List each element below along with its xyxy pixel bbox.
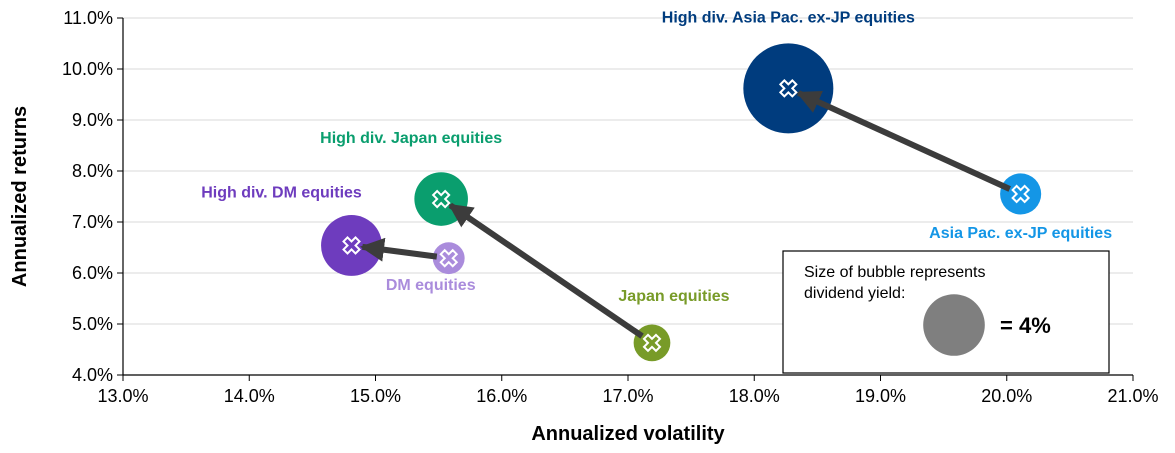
x-tick-label: 20.0% [981, 386, 1032, 406]
label-dm-equities: DM equities [386, 277, 476, 294]
x-tick-label: 15.0% [350, 386, 401, 406]
x-axis-title: Annualized volatility [531, 423, 725, 445]
legend-reference-bubble [923, 294, 985, 356]
marker-high-div-asia-pac-ex-jp-equities [778, 78, 798, 98]
x-tick-label: 14.0% [224, 386, 275, 406]
legend-text-line2: dividend yield: [804, 285, 905, 302]
y-tick-label: 8.0% [72, 161, 113, 181]
arrow-dm-equities [360, 237, 438, 262]
tick-labels: 4.0% 5.0% 6.0% 7.0% 8.0% 9.0% 10.0% 11.0% 13.0% 1… [62, 8, 1159, 406]
label-high-div-japan-equities: High div. Japan equities [320, 130, 502, 147]
gridlines [123, 17, 1133, 325]
label-asia-pac-ex-jp-equities: Asia Pac. ex-JP equities [929, 225, 1112, 242]
label-japan-equities: Japan equities [618, 288, 729, 305]
y-tick-label: 6.0% [72, 263, 113, 283]
arrows [360, 90, 1011, 339]
x-tick-label: 16.0% [476, 386, 527, 406]
x-tick-label: 19.0% [855, 386, 906, 406]
bubble-size-legend: Size of bubble represents dividend yield… [782, 250, 1110, 374]
point-markers [342, 78, 1031, 353]
label-high-div-dm-equities: High div. DM equities [201, 184, 362, 201]
arrow-japan-equities [448, 202, 644, 339]
arrow-asia-pac-ex-jp-equities [796, 90, 1011, 192]
x-tick-label: 13.0% [97, 386, 148, 406]
marker-high-div-japan-equities [431, 189, 451, 209]
y-tick-label: 10.0% [62, 59, 113, 79]
x-tick-label: 21.0% [1107, 386, 1158, 406]
legend-text-line1: Size of bubble represents [804, 264, 985, 281]
label-high-div-asia-pac-ex-jp-equities: High div. Asia Pac. ex-JP equities [662, 9, 915, 26]
y-tick-label: 5.0% [72, 314, 113, 334]
y-tick-label: 4.0% [72, 365, 113, 385]
y-tick-label: 11.0% [63, 8, 113, 28]
x-tick-label: 18.0% [729, 386, 780, 406]
x-tick-label: 17.0% [602, 386, 653, 406]
y-tick-label: 9.0% [72, 110, 113, 130]
point-labels: High div. Asia Pac. ex-JP equities Asia P… [201, 9, 1112, 304]
marker-high-div-dm-equities [342, 236, 361, 255]
marker-japan-equities [642, 333, 662, 353]
legend-value-label: = 4% [1000, 313, 1051, 338]
y-axis-title: Annualized returns [9, 106, 31, 287]
marker-dm-equities [439, 248, 459, 268]
y-tick-label: 7.0% [72, 212, 113, 232]
marker-asia-pac-ex-jp-equities [1011, 184, 1031, 204]
